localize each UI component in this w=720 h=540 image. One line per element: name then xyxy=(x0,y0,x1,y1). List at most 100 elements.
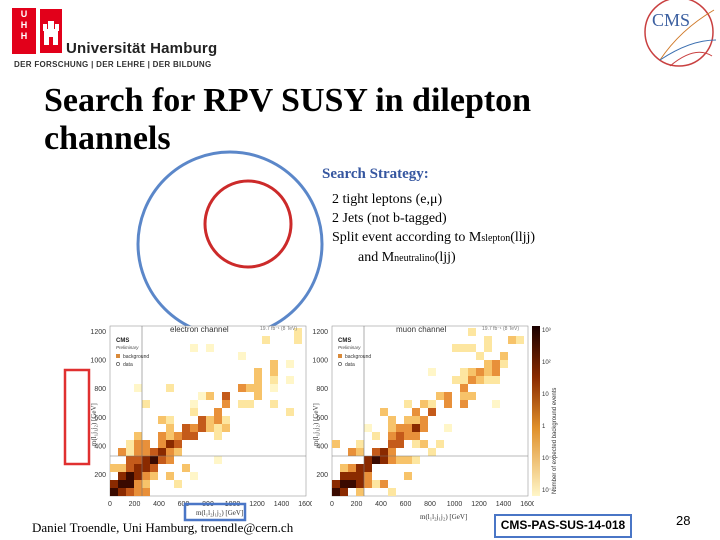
heatmap-cell xyxy=(380,480,388,488)
heatmap-cell xyxy=(388,432,396,440)
heatmap-cell xyxy=(174,448,182,456)
heatmap-cell xyxy=(126,472,134,480)
plot-title: electron channel xyxy=(170,325,229,334)
heatmap-cell xyxy=(254,368,262,376)
heatmap-cell xyxy=(404,432,412,440)
preliminary-label: Preliminary xyxy=(116,345,139,350)
y-tick-label: 1200 xyxy=(90,329,106,336)
heatmap-cell xyxy=(118,472,126,480)
heatmap-cell xyxy=(118,448,126,456)
y-tick-label: 600 xyxy=(94,415,106,422)
heatmap-cell xyxy=(270,400,278,408)
heatmap-cell xyxy=(206,392,214,400)
heatmap-cell xyxy=(142,472,150,480)
heatmap-cell xyxy=(356,464,364,472)
heatmap-cell xyxy=(166,416,174,424)
heatmap-cell xyxy=(190,432,198,440)
heatmap-cell xyxy=(286,360,294,368)
colorbar: 10³ 10² 10 1 10⁻¹ 10⁻² Number of expected bac… xyxy=(532,326,558,496)
x-tick-label: 1600 xyxy=(520,501,534,508)
muon-channel-plot: muon channel 19.7 fb⁻¹ (8 TeV) CMS Preli… xyxy=(312,325,534,508)
heatmap-cell xyxy=(118,464,126,472)
heatmap-cell xyxy=(150,448,158,456)
heatmap-cell xyxy=(222,424,230,432)
heatmap-cell xyxy=(468,376,476,384)
heatmap-cell xyxy=(340,480,348,488)
y-tick-label: 400 xyxy=(316,443,328,450)
heatmap-cell xyxy=(190,472,198,480)
heatmap-cell xyxy=(476,376,484,384)
heatmap-cell xyxy=(364,424,372,432)
heatmap-cell xyxy=(270,360,278,368)
heatmap-cell xyxy=(356,448,364,456)
heatmap-cell xyxy=(238,384,246,392)
heatmap-cell xyxy=(222,392,230,400)
heatmap-cell xyxy=(182,424,190,432)
colorbar-tick-label: 10³ xyxy=(542,328,551,334)
heatmap-cell xyxy=(198,424,206,432)
heatmap-cell xyxy=(444,400,452,408)
heatmap-cell xyxy=(364,472,372,480)
heatmap-cell xyxy=(166,456,174,464)
heatmap-cell xyxy=(452,344,460,352)
heatmap-cell xyxy=(110,488,118,496)
heatmap-cell xyxy=(254,392,262,400)
heatmap-cell xyxy=(500,360,508,368)
plot-lumi: 19.7 fb⁻¹ (8 TeV) xyxy=(482,326,519,332)
heatmap-cell xyxy=(396,440,404,448)
y-tick-label: 400 xyxy=(94,443,106,450)
heatmap-cell xyxy=(412,456,420,464)
legend-data: data xyxy=(123,362,133,368)
x-tick-label: 1400 xyxy=(274,501,290,508)
x-tick-label: 1600 xyxy=(298,501,312,508)
heatmap-cell xyxy=(214,416,222,424)
y-ticks: 1200 1000 800 600 400 200 xyxy=(90,329,106,479)
heatmap-cell xyxy=(332,440,340,448)
strategy-item: 2 Jets (not b-tagged) xyxy=(332,211,447,226)
x-tick-label: 1200 xyxy=(471,501,487,508)
heatmap-cell xyxy=(286,376,294,384)
heatmap-cell xyxy=(270,376,278,384)
cms-logo-text: CMS xyxy=(652,10,690,30)
heatmap-cell xyxy=(142,400,150,408)
heatmap-cell xyxy=(150,456,158,464)
heatmap-cell xyxy=(142,480,150,488)
heatmap-cell xyxy=(118,488,126,496)
x-tick-label: 0 xyxy=(330,501,334,508)
colorbar-tick-label: 1 xyxy=(542,424,546,430)
left-x-axis-title: m(l₁l₂j₁j₂) [GeV] xyxy=(196,509,243,517)
heatmap-cell xyxy=(420,424,428,432)
heatmap-cell xyxy=(412,416,420,424)
heatmap-cell xyxy=(468,328,476,336)
heatmap-cell xyxy=(206,416,214,424)
heatmap-cell xyxy=(166,472,174,480)
colorbar-tick-label: 10⁻¹ xyxy=(542,456,554,462)
x-tick-label: 400 xyxy=(153,501,165,508)
heatmap-cell xyxy=(182,464,190,472)
x-tick-label: 200 xyxy=(129,501,141,508)
heatmap-cell xyxy=(484,360,492,368)
heatmap-cell xyxy=(356,440,364,448)
heatmap-cell xyxy=(460,400,468,408)
heatmap-cell xyxy=(452,376,460,384)
heatmap-cell xyxy=(332,480,340,488)
heatmap-cell xyxy=(428,448,436,456)
heatmap-cell xyxy=(340,472,348,480)
x-tick-label: 1200 xyxy=(249,501,265,508)
heatmap-cell xyxy=(404,472,412,480)
heatmap-cell xyxy=(444,424,452,432)
y-tick-label: 1200 xyxy=(312,329,328,336)
heatmap-cell xyxy=(222,416,230,424)
heatmap-cell xyxy=(460,376,468,384)
heatmap-cell xyxy=(214,408,222,416)
heatmap-cell xyxy=(476,352,484,360)
heatmap-cells xyxy=(110,328,302,496)
heatmap-cell xyxy=(190,344,198,352)
heatmap-cell xyxy=(412,440,420,448)
heatmap-cell xyxy=(286,408,294,416)
heatmap-cell xyxy=(206,344,214,352)
heatmap-cell xyxy=(262,336,270,344)
heatmap-cell xyxy=(380,448,388,456)
page-number: 28 xyxy=(676,513,691,528)
